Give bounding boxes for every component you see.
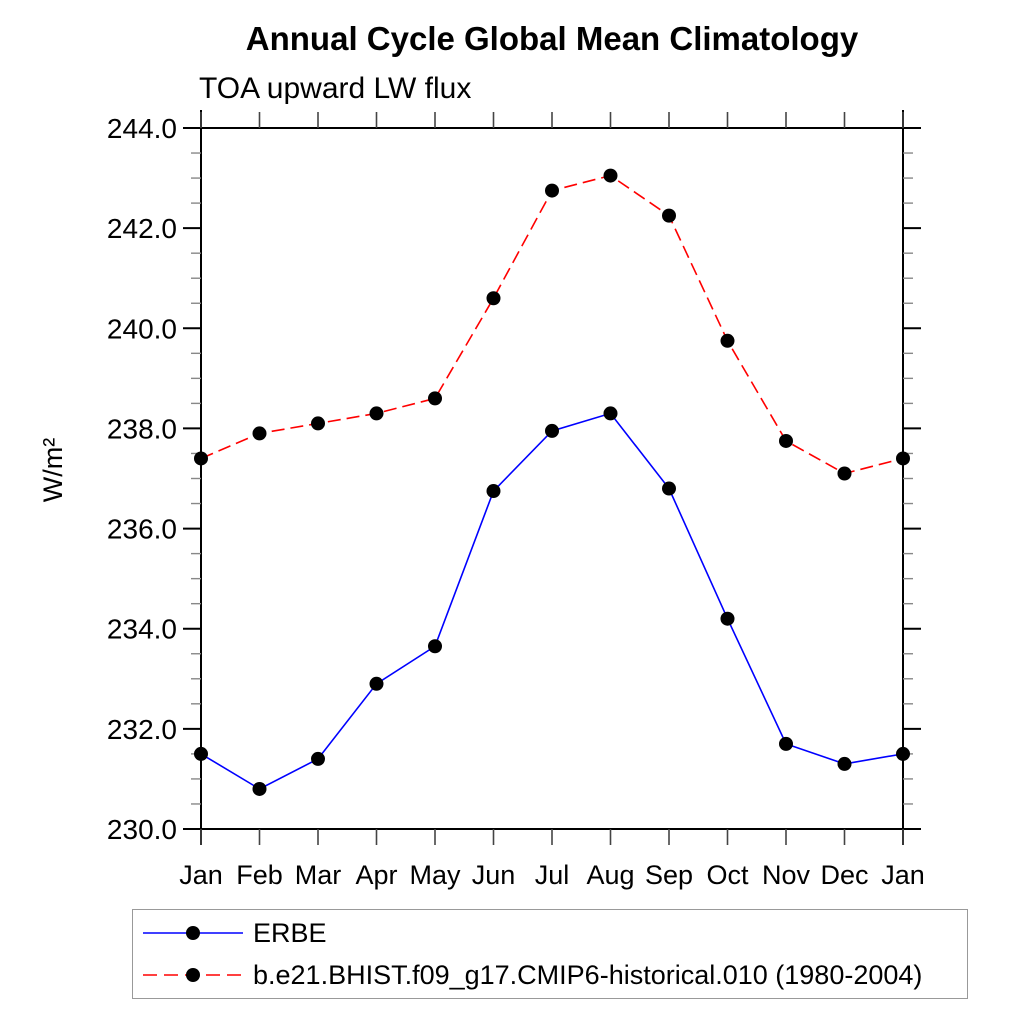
data-point <box>603 168 618 183</box>
data-point <box>662 481 676 496</box>
svg-text:Jan: Jan <box>179 860 223 890</box>
data-point <box>252 781 267 796</box>
y-tick-labels: 230.0 232.0 234.0 236.0 238.0 240.0 242.0 244.0 <box>107 113 177 845</box>
y-ticks <box>183 127 921 830</box>
data-point <box>369 406 384 421</box>
svg-text:238.0: 238.0 <box>107 413 177 444</box>
data-point <box>486 484 501 499</box>
data-point <box>194 451 208 466</box>
data-point <box>428 639 442 654</box>
svg-text:Dec: Dec <box>820 860 868 890</box>
svg-text:230.0: 230.0 <box>107 814 177 845</box>
legend-label-model: b.e21.BHIST.f09_g17.CMIP6-historical.010… <box>253 959 923 990</box>
legend-label-erbe: ERBE <box>253 917 327 948</box>
data-point <box>662 208 676 223</box>
axes <box>183 110 918 845</box>
svg-text:242.0: 242.0 <box>107 213 177 244</box>
data-point <box>194 746 208 761</box>
data-point <box>779 736 793 751</box>
y-axis-label: W/m² <box>38 438 68 502</box>
data-point <box>311 416 325 431</box>
svg-text:232.0: 232.0 <box>107 714 177 745</box>
data-point <box>369 676 384 691</box>
svg-text:240.0: 240.0 <box>107 313 177 344</box>
svg-text:Oct: Oct <box>706 860 749 890</box>
svg-text:Jan: Jan <box>881 860 925 890</box>
chart-title: Annual Cycle Global Mean Climatology <box>245 20 859 57</box>
legend-sample-erbe <box>143 926 243 940</box>
svg-text:236.0: 236.0 <box>107 514 177 545</box>
svg-text:244.0: 244.0 <box>107 113 177 144</box>
data-point <box>720 333 735 348</box>
series-erbe <box>194 406 910 796</box>
data-point <box>311 751 325 766</box>
svg-text:Jul: Jul <box>535 860 570 890</box>
data-point <box>779 433 793 448</box>
svg-text:Feb: Feb <box>236 860 283 890</box>
legend-item-model: b.e21.BHIST.f09_g17.CMIP6-historical.010… <box>141 955 967 995</box>
svg-text:Jun: Jun <box>472 860 516 890</box>
svg-text:Aug: Aug <box>586 860 634 890</box>
data-point <box>896 451 910 466</box>
data-point <box>837 466 852 481</box>
legend-sample-model <box>143 968 243 982</box>
data-point <box>545 423 559 438</box>
svg-text:Nov: Nov <box>762 860 811 890</box>
data-point <box>896 746 910 761</box>
legend-box: ERBE b.e21.BHIST.f09_g17.CMIP6-historica… <box>132 909 968 999</box>
data-point <box>486 291 501 306</box>
data-point <box>720 611 735 626</box>
data-point <box>837 756 852 771</box>
svg-text:Apr: Apr <box>355 860 397 890</box>
svg-text:May: May <box>409 860 461 890</box>
svg-text:Mar: Mar <box>295 860 342 890</box>
series-model <box>194 168 910 481</box>
data-point <box>428 391 442 406</box>
data-point <box>545 183 559 198</box>
chart-subtitle: TOA upward LW flux <box>199 72 472 105</box>
svg-text:Sep: Sep <box>645 860 693 890</box>
legend-item-erbe: ERBE <box>141 913 967 953</box>
data-point <box>603 406 618 421</box>
x-ticks <box>200 112 904 845</box>
svg-text:234.0: 234.0 <box>107 614 177 645</box>
data-point <box>252 426 267 441</box>
x-tick-labels: Jan Feb Mar Apr May Jun Jul Aug Sep Oct Nov Dec Jan <box>179 860 925 890</box>
